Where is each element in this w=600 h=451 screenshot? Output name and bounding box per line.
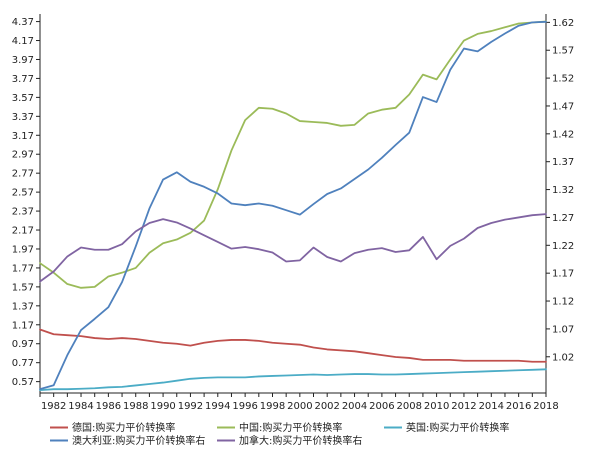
right-y-axis-ticks: 1.02 1.07 1.12 1.17 1.22 1.27 1.32 1.37 1.42 1.47… xyxy=(546,18,574,363)
left-y-tick-label: 3.97 xyxy=(12,55,34,66)
right-y-tick-label: 1.52 xyxy=(552,74,574,85)
x-tick-label: 1982 xyxy=(41,401,66,412)
right-y-tick-label: 1.42 xyxy=(552,129,574,140)
series-line-2 xyxy=(39,368,547,392)
x-tick-label: 2016 xyxy=(506,401,531,412)
legend-label-1: 中国:购买力平价转换率 xyxy=(239,421,342,434)
x-tick-label: 2008 xyxy=(397,401,422,412)
x-tick-label: 1992 xyxy=(178,401,203,412)
legend-label-3: 澳大利亚:购买力平价转换率右 xyxy=(72,434,205,447)
left-y-tick-label: 2.77 xyxy=(12,169,34,180)
x-tick-label: 2018 xyxy=(533,401,558,412)
series-line-4 xyxy=(39,213,547,283)
left-y-tick-label: 2.37 xyxy=(12,207,34,218)
x-tick-label: 1986 xyxy=(96,401,121,412)
x-tick-label: 1998 xyxy=(260,401,285,412)
left-y-axis-ticks: 0.57 0.77 0.97 1.17 1.37 1.57 1.77 1.97 2.17 2.37… xyxy=(12,17,40,388)
left-y-tick-label: 3.37 xyxy=(12,112,34,123)
right-y-tick-label: 1.37 xyxy=(552,157,574,168)
left-y-tick-label: 4.17 xyxy=(12,36,34,47)
right-y-tick-label: 1.22 xyxy=(552,241,574,252)
series-line-3 xyxy=(39,20,547,391)
legend-label-2: 英国:购买力平价转换率 xyxy=(406,421,509,434)
x-tick-label: 1996 xyxy=(232,401,257,412)
left-y-tick-label: 0.97 xyxy=(12,339,34,350)
series-lines xyxy=(39,20,547,392)
x-tick-label: 2012 xyxy=(451,401,476,412)
left-y-tick-label: 1.77 xyxy=(12,263,34,274)
right-y-tick-label: 1.12 xyxy=(552,297,574,308)
left-y-tick-label: 3.17 xyxy=(12,131,34,142)
left-y-tick-label: 3.77 xyxy=(12,74,34,85)
right-y-tick-label: 1.32 xyxy=(552,185,574,196)
x-axis-ticks: 1982 1984 1986 1988 1990 1992 1994 1996 1998 2000… xyxy=(39,393,559,412)
x-tick-label: 2000 xyxy=(287,401,312,412)
left-y-tick-label: 1.57 xyxy=(12,282,34,293)
right-y-tick-label: 1.07 xyxy=(552,324,574,335)
left-y-tick-label: 2.97 xyxy=(12,150,34,161)
left-y-tick-label: 1.97 xyxy=(12,244,34,255)
x-tick-label: 1994 xyxy=(205,401,230,412)
x-tick-label: 1990 xyxy=(150,401,175,412)
legend-label-4: 加拿大:购买力平价转换率右 xyxy=(239,434,362,447)
x-tick-label: 1984 xyxy=(68,401,93,412)
x-tick-label: 2014 xyxy=(479,401,504,412)
x-tick-label: 2004 xyxy=(342,401,367,412)
right-y-tick-label: 1.47 xyxy=(552,101,574,112)
series-line-0 xyxy=(39,328,547,363)
series-line-1 xyxy=(39,20,547,289)
left-y-tick-label: 2.57 xyxy=(12,188,34,199)
legend-label-0: 德国:购买力平价转换率 xyxy=(72,421,175,434)
x-tick-label: 2002 xyxy=(314,401,339,412)
right-y-tick-label: 1.02 xyxy=(552,352,574,363)
x-tick-label: 2010 xyxy=(424,401,449,412)
right-y-tick-label: 1.62 xyxy=(552,18,574,29)
axes xyxy=(39,14,547,394)
left-y-tick-label: 0.57 xyxy=(12,377,34,388)
left-y-tick-label: 1.17 xyxy=(12,320,34,331)
right-y-tick-label: 1.17 xyxy=(552,269,574,280)
left-y-tick-label: 4.37 xyxy=(12,17,34,28)
legend: 德国:购买力平价转换率 中国:购买力平价转换率 英国:购买力平价转换率澳大利亚:购买… xyxy=(50,421,509,447)
left-y-tick-label: 2.17 xyxy=(12,226,34,237)
right-y-tick-label: 1.57 xyxy=(552,46,574,57)
left-y-tick-label: 1.37 xyxy=(12,301,34,312)
x-tick-label: 1988 xyxy=(123,401,148,412)
right-y-tick-label: 1.27 xyxy=(552,213,574,224)
left-y-tick-label: 0.77 xyxy=(12,358,34,369)
left-y-tick-label: 3.57 xyxy=(12,93,34,104)
x-tick-label: 2006 xyxy=(369,401,394,412)
